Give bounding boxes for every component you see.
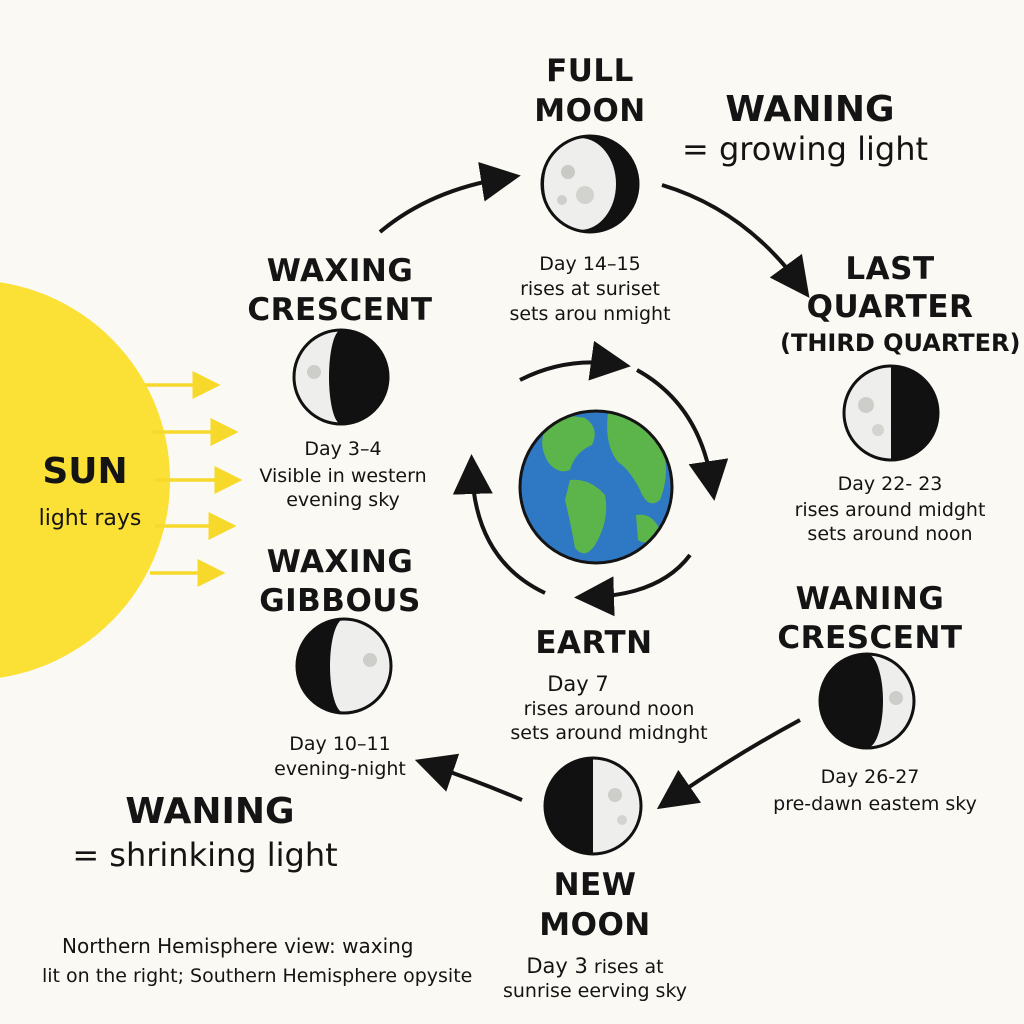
legend-bottom-title: WANING (125, 791, 295, 832)
waxing-crescent-line-2: evening sky (286, 489, 400, 511)
new-moon-day: Day 3 (526, 954, 588, 978)
legend-bottom-sub: = shrinking light (72, 836, 338, 874)
new-moon-title-1: NEW (553, 867, 637, 903)
waxing-crescent-icon (292, 328, 390, 426)
light-rays (145, 371, 243, 587)
last-quarter-title-2: QUARTER (806, 289, 974, 325)
sun-disc (0, 282, 170, 678)
legend-top-sub: = growing light (681, 130, 929, 168)
new-moon-line-1: Day 3 rises at (480, 954, 710, 980)
legend-top-title: WANING (725, 89, 895, 130)
full-moon-line-2: sets arou nmight (509, 303, 671, 325)
earth-day: Day 7 (547, 672, 609, 696)
last-quarter-title-3: (THIRD QUARTER) (780, 329, 1021, 357)
full-moon-line-1: rises at suriset (520, 278, 660, 300)
waning-crescent-line-1: pre-dawn eastem sky (773, 793, 977, 815)
last-quarter-line-2: sets around noon (807, 523, 973, 545)
new-moon-title-2: MOON (539, 907, 651, 943)
earth-globe (518, 409, 674, 565)
waning-crescent-title-1: WANING (795, 581, 945, 617)
full-moon-title-2: MOON (534, 93, 646, 129)
waxing-gibbous-line-1: evening-night (274, 758, 406, 780)
new-moon-line-2: sunrise eerving sky (502, 980, 688, 1002)
orbit-arrows (378, 162, 810, 810)
waxing-gibbous-title-1: WAXING (266, 544, 414, 580)
waning-crescent-title-2: CRESCENT (777, 620, 963, 656)
last-quarter-moon-icon (842, 364, 940, 462)
last-quarter-day: Day 22- 23 (837, 473, 943, 495)
waxing-gibbous-icon (295, 617, 393, 715)
footnote-line-2: lit on the right; Southern Hemisphere op… (42, 965, 473, 987)
last-quarter-title-1: LAST (845, 251, 935, 287)
waxing-crescent-title-1: WAXING (266, 253, 414, 289)
waxing-crescent-title-2: CRESCENT (247, 292, 433, 328)
waning-crescent-icon (818, 652, 916, 750)
waxing-gibbous-day: Day 10–11 (289, 733, 391, 755)
earth-rotation-arrows (452, 340, 729, 617)
full-moon-icon (540, 134, 640, 234)
full-moon-title-1: FULL (546, 53, 634, 89)
new-moon-line-1-text: rises at (593, 956, 664, 978)
new-moon-icon (543, 756, 643, 856)
sun-sublabel: light rays (38, 506, 142, 531)
waxing-crescent-line-1: Visible in western (259, 465, 427, 487)
last-quarter-line-1: rises around midght (794, 499, 986, 521)
sun-label: SUN (42, 451, 128, 492)
earth-label: EARTN (535, 625, 653, 661)
waning-crescent-day: Day 26-27 (820, 766, 920, 788)
earth-line-2: sets around midnght (510, 722, 708, 744)
footnote-line-1: Northern Hemisphere view: waxing (62, 934, 414, 958)
full-moon-day: Day 14–15 (539, 253, 641, 275)
waxing-crescent-day: Day 3–4 (304, 438, 382, 460)
earth-line-1: rises around noon (523, 698, 695, 720)
waxing-gibbous-title-2: GIBBOUS (259, 583, 421, 619)
